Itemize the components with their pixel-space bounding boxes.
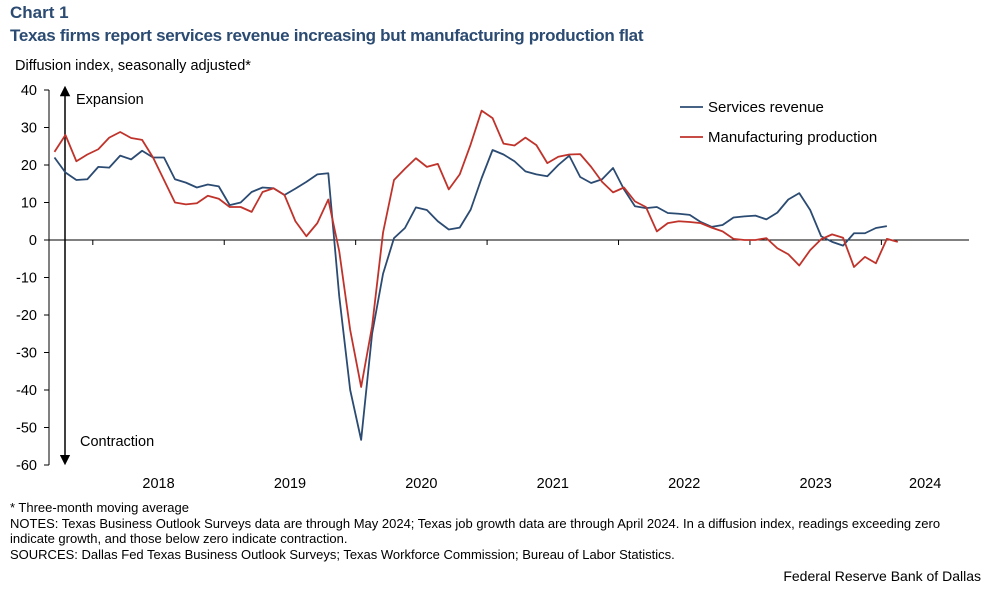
series-line-manufacturing-production: [53, 109, 899, 388]
notes: NOTES: Texas Business Outlook Surveys da…: [10, 516, 941, 546]
x-tick-label: 2020: [405, 476, 437, 492]
legend-label-manufacturing: Manufacturing production: [708, 129, 877, 146]
legend: Services revenue Manufacturing productio…: [680, 99, 877, 146]
contraction-label: Contraction: [80, 434, 154, 450]
chart-label: Chart 1: [10, 3, 69, 22]
x-tick-label: 2019: [274, 476, 306, 492]
source-credit: Federal Reserve Bank of Dallas: [783, 568, 981, 584]
y-tick-label: -50: [16, 421, 37, 437]
sources: SOURCES: Dallas Fed Texas Business Outlo…: [10, 547, 675, 562]
y-tick-label: -30: [16, 346, 37, 362]
y-tick-label: -40: [16, 383, 37, 399]
x-tick-label: 2023: [800, 476, 832, 492]
y-tick-label: -60: [16, 458, 37, 474]
legend-label-services: Services revenue: [708, 99, 824, 116]
y-tick-label: -20: [16, 308, 37, 324]
x-axis-ticks: 2018 2019 2020 2021 2022 2023 2024: [92, 240, 941, 492]
units-label: Diffusion index, seasonally adjusted*: [15, 58, 251, 74]
chart-title: Texas firms report services revenue incr…: [10, 26, 644, 45]
y-tick-label: 40: [21, 83, 37, 99]
y-axis-ticks: 40 30 20 10 0 -10 -20 -30 -40 -50 -60: [16, 83, 49, 474]
x-tick-label: 2022: [668, 476, 700, 492]
line-chart: 40 30 20 10 0 -10 -20 -30 -40 -50 -60 2018 2019 2020…: [16, 83, 969, 492]
x-tick-label: 2024: [909, 476, 941, 492]
y-tick-label: 30: [21, 121, 37, 137]
x-tick-label: 2018: [142, 476, 174, 492]
y-tick-label: 0: [29, 233, 37, 249]
series-line-services-revenue: [53, 149, 888, 441]
expansion-label: Expansion: [76, 92, 144, 108]
x-tick-label: 2021: [537, 476, 569, 492]
y-tick-label: 10: [21, 196, 37, 212]
y-tick-label: -10: [16, 271, 37, 287]
y-tick-label: 20: [21, 158, 37, 174]
footnote: * Three-month moving average: [10, 500, 189, 515]
